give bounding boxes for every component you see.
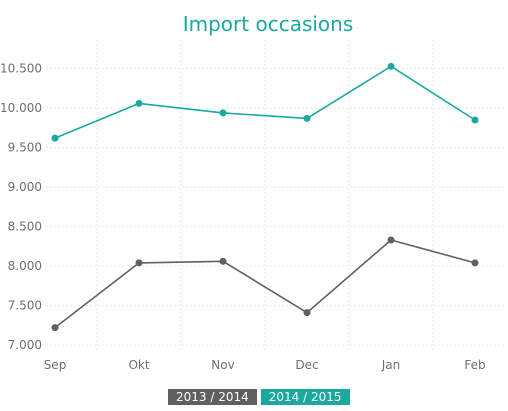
y-tick-label: 8.000: [8, 259, 42, 273]
series-line-1: [54, 65, 476, 139]
grid: [46, 40, 505, 352]
y-tick-label: 10.000: [0, 101, 42, 115]
data-point: [387, 62, 395, 70]
data-point: [471, 259, 479, 267]
legend-item-2014-2015[interactable]: 2014 / 2015: [260, 389, 350, 405]
x-axis: Sep Okt Nov Dec Jan Feb: [44, 358, 486, 372]
data-point: [219, 109, 227, 117]
y-tick-label: 7.000: [8, 338, 42, 352]
x-tick-label: Nov: [211, 358, 234, 372]
data-point: [219, 257, 227, 265]
y-tick-label: 7.500: [8, 299, 42, 313]
legend-item-2013-2014[interactable]: 2013 / 2014: [168, 389, 257, 405]
data-point: [471, 116, 479, 124]
y-tick-label: 10.500: [0, 62, 42, 76]
y-axis: 7.000 7.500 8.000 8.500 9.000 9.500 10.000 10.5…: [0, 62, 42, 352]
chart-title: Import occasions: [183, 12, 354, 36]
x-tick-label: Sep: [44, 358, 67, 372]
y-tick-label: 9.500: [8, 141, 42, 155]
data-point: [303, 114, 311, 122]
x-tick-label: Dec: [295, 358, 318, 372]
data-point: [135, 99, 143, 107]
x-tick-label: Okt: [128, 358, 149, 372]
data-point: [135, 259, 143, 267]
data-point: [303, 309, 311, 317]
y-tick-label: 9.000: [8, 180, 42, 194]
data-point: [51, 324, 59, 332]
x-tick-label: Feb: [464, 358, 485, 372]
data-point: [387, 236, 395, 244]
y-tick-label: 8.500: [8, 220, 42, 234]
x-tick-label: Jan: [381, 358, 401, 372]
legend: 2013 / 2014 2014 / 2015: [168, 389, 350, 405]
series-line-0: [54, 239, 476, 329]
data-point: [51, 134, 59, 142]
series-group: [51, 62, 479, 332]
